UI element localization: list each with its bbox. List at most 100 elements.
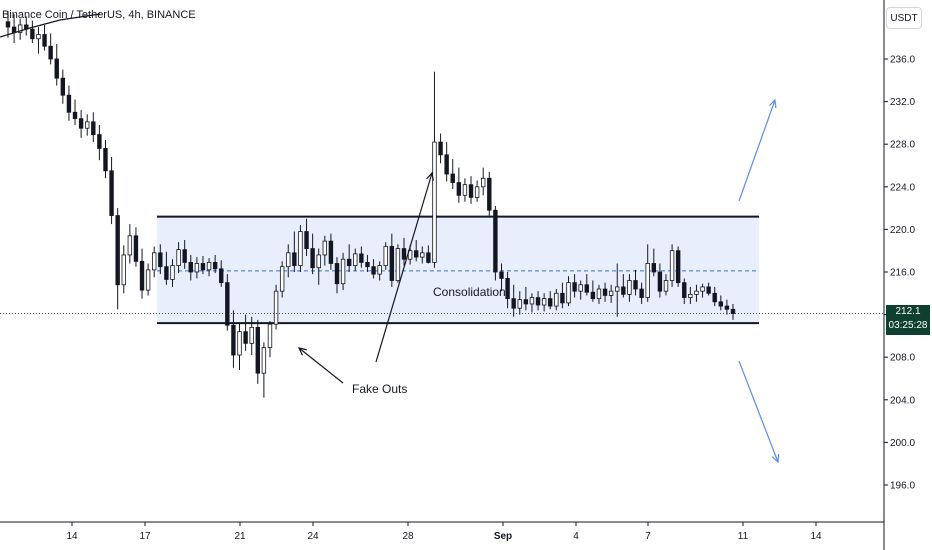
currency-button[interactable]: USDT xyxy=(886,7,922,29)
candle xyxy=(219,260,224,287)
candle-body xyxy=(535,297,541,306)
candle xyxy=(602,282,608,302)
candle xyxy=(413,240,419,262)
candle-body xyxy=(499,271,504,279)
candle xyxy=(590,280,596,302)
candle-body xyxy=(286,252,291,268)
breakout-arrow-up xyxy=(738,98,777,202)
candle xyxy=(377,261,382,281)
candle-body xyxy=(682,282,687,298)
candle xyxy=(584,274,589,296)
candle-body xyxy=(712,292,717,303)
candle xyxy=(286,244,291,278)
candle-body xyxy=(219,268,224,284)
candle-body xyxy=(164,266,169,280)
candle-body xyxy=(97,134,102,149)
candle xyxy=(158,244,163,275)
candle-body xyxy=(304,231,309,249)
candle-body xyxy=(383,246,388,267)
candle-body xyxy=(505,277,510,300)
candle xyxy=(78,110,84,138)
candle-body xyxy=(115,215,120,286)
candle-body xyxy=(608,290,614,296)
candle xyxy=(109,156,114,225)
candle-body xyxy=(261,347,267,374)
candle xyxy=(566,276,571,307)
consolidation-label: Consolidation xyxy=(433,285,506,299)
candle xyxy=(627,274,632,302)
candle-body xyxy=(438,141,443,156)
candle xyxy=(432,71,437,268)
time-tick-label: 4 xyxy=(573,531,579,542)
candle-body xyxy=(700,286,705,292)
candle-body xyxy=(359,253,364,263)
candle xyxy=(298,225,303,272)
candle xyxy=(127,224,133,264)
candle xyxy=(328,233,334,270)
candle-body xyxy=(627,280,632,295)
candle-body xyxy=(572,282,577,292)
time-axis[interactable]: 14 17 21 24 28 Sep 4 7 11 14 xyxy=(0,521,884,542)
candle-body xyxy=(718,301,724,307)
fakeout-arrow-up-shaft xyxy=(375,172,433,363)
candle-body xyxy=(225,282,230,326)
candle-body xyxy=(340,258,346,285)
candle xyxy=(450,159,455,189)
candle xyxy=(255,319,260,384)
candle xyxy=(261,342,267,398)
candle xyxy=(72,99,78,126)
drawing-lines xyxy=(0,13,884,464)
candle xyxy=(17,18,23,40)
candle xyxy=(700,283,705,298)
price-tick-label: 216.0 xyxy=(890,268,915,279)
candle xyxy=(651,248,656,277)
candle xyxy=(170,259,175,287)
candle xyxy=(675,246,681,287)
candle xyxy=(279,261,285,298)
candle xyxy=(133,227,139,267)
candle-body xyxy=(688,293,693,298)
candle-body xyxy=(91,121,96,136)
candle-body xyxy=(633,280,638,290)
candle-body xyxy=(481,177,486,188)
consolidation-zone xyxy=(157,215,759,325)
breakout-arrow-up-head xyxy=(768,98,777,109)
candle-body xyxy=(353,253,358,267)
candle xyxy=(560,282,565,309)
candle-body xyxy=(468,184,474,198)
candle-body xyxy=(231,324,236,356)
candle-body xyxy=(426,252,431,263)
time-tick-label: 11 xyxy=(738,531,749,542)
candle-body xyxy=(377,265,382,275)
candle-body xyxy=(78,118,84,129)
candle xyxy=(54,44,59,86)
candle xyxy=(231,310,236,368)
candle-body xyxy=(152,252,157,271)
fakeout-arrow-up-head xyxy=(426,171,434,181)
candle xyxy=(395,244,401,283)
last-price-tag: 212.1 03:25:28 xyxy=(886,305,930,335)
candle-body xyxy=(188,262,193,273)
candle xyxy=(322,235,328,266)
candle xyxy=(420,246,425,264)
candle xyxy=(669,244,675,287)
candle-body xyxy=(30,28,35,40)
candle-body xyxy=(127,235,133,256)
candle-body xyxy=(328,240,334,264)
candle xyxy=(517,291,522,315)
candle-body xyxy=(182,249,187,263)
candle xyxy=(212,254,218,274)
candle xyxy=(121,245,126,294)
time-tick-label: 14 xyxy=(66,531,78,542)
candle-body xyxy=(255,326,260,374)
price-axis[interactable]: 236.0232.0228.0224.0220.0216.0212.0208.0… xyxy=(883,0,915,550)
price-tick-label: 232.0 xyxy=(890,97,915,108)
candle xyxy=(578,280,583,300)
candle-body xyxy=(669,250,675,281)
candle-body xyxy=(133,235,139,262)
candle-body xyxy=(675,250,681,284)
candle xyxy=(36,27,41,54)
candle xyxy=(633,269,638,296)
candle-body xyxy=(432,141,437,263)
